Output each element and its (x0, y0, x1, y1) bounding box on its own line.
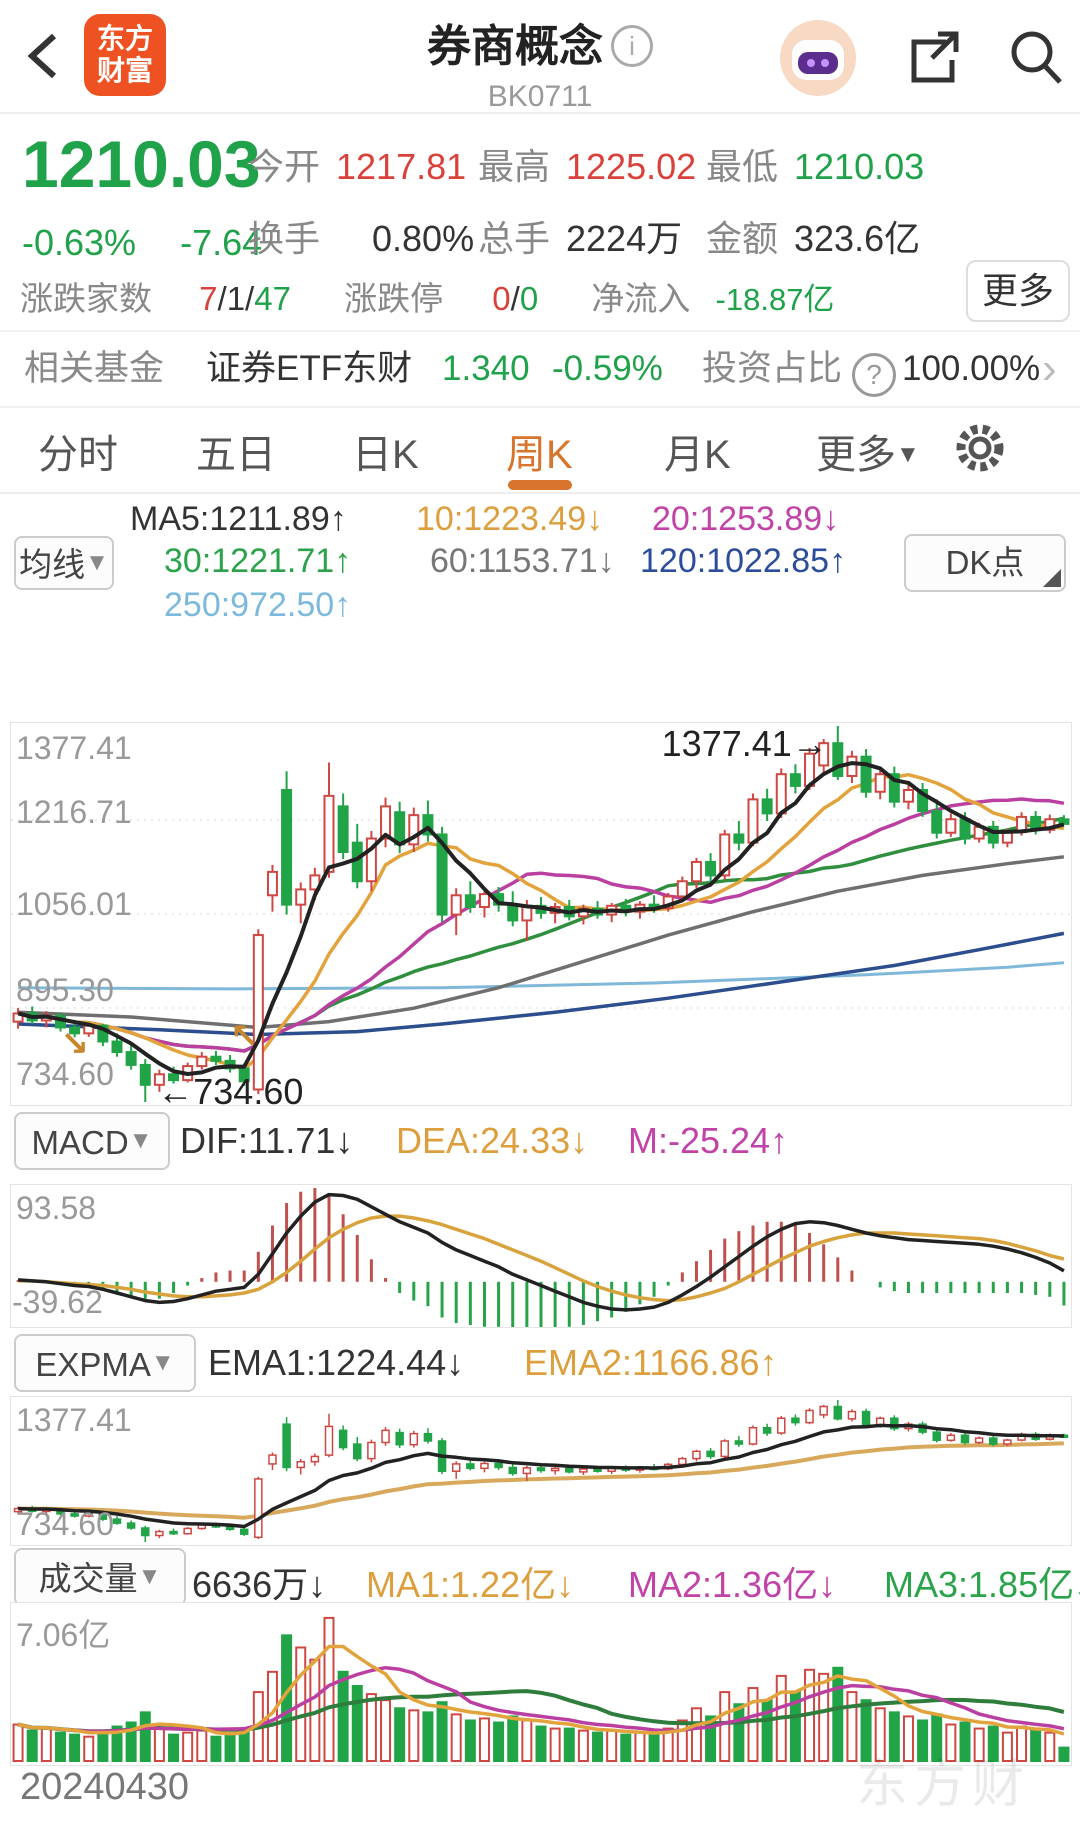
macd-dropdown-button[interactable]: MACD▼ (14, 1112, 170, 1170)
change-value: -7.64 (180, 222, 263, 263)
change-percent: -0.63% (22, 222, 137, 263)
ma10-value: 10:1223.49↓ (416, 500, 604, 538)
ema2-value: EMA2:1166.86↑ (524, 1342, 778, 1383)
ma20-value: 20:1253.89↓ (652, 500, 840, 538)
back-icon[interactable] (22, 30, 62, 82)
stat-amount: 金额 323.6亿 (706, 218, 921, 259)
ma5-value: MA5:1211.89↑ (130, 500, 347, 538)
ma60-value: 60:1153.71↓ (430, 542, 615, 580)
macd-ymin: -39.62 (12, 1284, 103, 1320)
ratio-label: 投资占比 (702, 349, 843, 388)
stat-turnover: 换手 0.80% (248, 218, 475, 259)
search-icon[interactable] (1006, 26, 1066, 88)
dea-value: DEA:24.33↓ (396, 1120, 589, 1161)
ema1-value: EMA1:1224.44↓ (208, 1342, 465, 1383)
advancers: 7 (199, 280, 218, 317)
expma-dropdown-button[interactable]: EXPMA▼ (14, 1334, 196, 1392)
limit-down: 0 (519, 280, 539, 317)
price-change: -0.63% -7.64 (22, 222, 296, 264)
stat-open: 今开 1217.81 (248, 146, 467, 187)
main-ylabel-3: 895.30 (16, 972, 114, 1008)
vol-ma2: MA2:1.36亿↓ (628, 1564, 837, 1605)
main-ylabel-2: 1056.01 (16, 886, 132, 922)
page-title: 券商概念 (427, 22, 603, 71)
period-tabbar: 分时 五日 日K 周K 月K 更多▼ (0, 406, 1080, 494)
breadth-row: 涨跌家数 7/1/47 涨跌停 0/0 净流入 -18.87亿 (20, 280, 835, 317)
svg-text:←734.60: ←734.60 (157, 1071, 303, 1105)
question-icon[interactable]: ? (852, 353, 896, 397)
volume-ymax: 7.06亿 (16, 1617, 111, 1653)
settings-gear-icon[interactable] (952, 420, 1008, 476)
related-fund-row[interactable]: 相关基金 证券ETF东财 1.340 -0.59% 投资占比 ? 100.00%… (0, 330, 1080, 408)
decliners: 47 (254, 280, 291, 317)
ma30-value: 30:1221.71↑ (164, 542, 352, 580)
volume-value: 6636万↓ (192, 1564, 327, 1605)
info-icon[interactable]: i (611, 25, 653, 67)
assistant-robot-icon[interactable] (778, 18, 858, 98)
fund-name: 证券ETF东财 (206, 349, 413, 388)
main-ylabel-4: 734.60 (16, 1056, 114, 1092)
main-ylabel-1: 1216.71 (16, 794, 132, 830)
svg-text:↘: ↘ (60, 1025, 89, 1063)
stat-high: 最高 1225.02 (478, 146, 697, 187)
stat-volume: 总手 2224万 (478, 218, 683, 259)
logo-text-1: 东方 (96, 23, 153, 54)
limit-up: 0 (492, 280, 511, 317)
expma-ymax: 1377.41 (16, 1402, 132, 1438)
tab-fenshi[interactable]: 分时 (38, 433, 118, 477)
macd-ymax: 93.58 (16, 1190, 97, 1226)
ma-dropdown-button[interactable]: 均线▼ (14, 536, 114, 590)
ma120-value: 120:1022.85↑ (640, 542, 847, 580)
tab-5day[interactable]: 五日 (196, 433, 276, 477)
dk-point-button[interactable]: DK点 (904, 534, 1066, 592)
fund-ratio: 100.00% (902, 349, 1041, 388)
stat-low: 最低 1210.03 (706, 146, 925, 187)
fund-pct: -0.59% (552, 349, 663, 388)
fund-label: 相关基金 (24, 349, 165, 388)
app-logo: 东方 财富 (84, 14, 166, 96)
main-ylabel-0: 1377.41 (16, 730, 132, 766)
chevron-right-icon[interactable]: › (1042, 344, 1057, 393)
ma250-value: 250:972.50↑ (164, 586, 352, 624)
header: 东方 财富 券商概念 i BK0711 (0, 0, 1080, 114)
share-icon[interactable] (902, 26, 964, 88)
main-kline-chart[interactable]: ↘ ↖ 1377.41→ ←734.60 (10, 722, 1072, 1112)
active-tab-underline (508, 480, 572, 490)
macd-chart[interactable] (10, 1184, 1072, 1331)
current-price: 1210.03 (22, 127, 261, 201)
fund-nav: 1.340 (442, 349, 530, 388)
title-block: 券商概念 i BK0711 (330, 10, 750, 114)
volume-chart[interactable] (10, 1602, 1072, 1766)
net-inflow: -18.87亿 (715, 282, 835, 317)
vol-ma1: MA1:1.22亿↓ (366, 1564, 575, 1605)
vol-ma3: MA3:1.85亿↓ (884, 1564, 1080, 1605)
more-button[interactable]: 更多 (966, 260, 1070, 322)
expma-ymin: 734.60 (16, 1506, 114, 1542)
tab-more[interactable]: 更多▼ (816, 433, 920, 477)
logo-text-2: 财富 (96, 55, 153, 86)
dk-corner-fold (1043, 569, 1061, 587)
expma-chart[interactable] (10, 1396, 1072, 1546)
tab-daily[interactable]: 日K (352, 433, 419, 477)
dif-value: DIF:11.71↓ (180, 1120, 354, 1161)
stock-code: BK0711 (487, 80, 593, 113)
volume-dropdown-button[interactable]: 成交量▼ (14, 1548, 186, 1606)
chart-date: 20240430 (20, 1766, 190, 1808)
tab-monthly[interactable]: 月K (664, 433, 731, 477)
svg-text:1377.41→: 1377.41→ (662, 723, 828, 764)
svg-text:↖: ↖ (230, 1017, 259, 1055)
macd-m-value: M:-25.24↑ (628, 1120, 789, 1161)
tab-weekly[interactable]: 周K (506, 433, 573, 477)
